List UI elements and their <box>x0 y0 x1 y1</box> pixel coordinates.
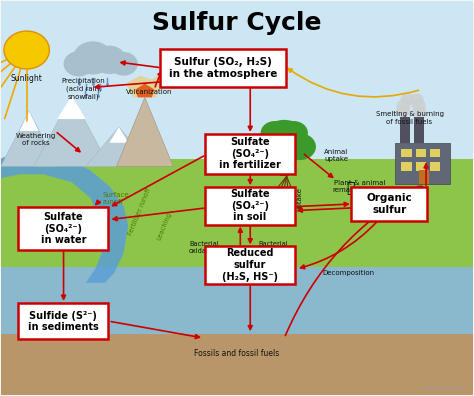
Bar <box>416 148 426 157</box>
Text: Sulfur Cycle: Sulfur Cycle <box>152 11 322 34</box>
Circle shape <box>64 51 94 76</box>
Circle shape <box>397 105 411 117</box>
Circle shape <box>284 133 316 160</box>
Bar <box>419 170 429 184</box>
FancyBboxPatch shape <box>205 134 295 173</box>
Text: Sunlight: Sunlight <box>11 74 43 83</box>
Circle shape <box>262 120 307 158</box>
Text: Fertilizer runoff: Fertilizer runoff <box>128 187 153 236</box>
Text: Bacterial
oxidation: Bacterial oxidation <box>188 241 219 254</box>
FancyBboxPatch shape <box>18 303 109 339</box>
Circle shape <box>280 121 308 145</box>
Bar <box>401 162 412 171</box>
Polygon shape <box>57 95 86 119</box>
Bar <box>400 117 410 143</box>
Circle shape <box>92 46 127 74</box>
Text: Plant & animal
remains/wastes: Plant & animal remains/wastes <box>332 180 387 193</box>
Bar <box>430 148 440 157</box>
Text: Leaching: Leaching <box>155 211 172 241</box>
Text: Decomposition: Decomposition <box>322 270 374 276</box>
Circle shape <box>253 133 285 160</box>
Bar <box>416 162 426 171</box>
Circle shape <box>402 93 417 105</box>
Circle shape <box>408 93 422 105</box>
Text: Precipitation
(acid rain,
snowfall): Precipitation (acid rain, snowfall) <box>62 78 105 100</box>
Circle shape <box>109 52 138 76</box>
Text: Smelting & burning
of fossil fuels: Smelting & burning of fossil fuels <box>375 111 444 125</box>
Bar <box>401 148 412 157</box>
Circle shape <box>73 41 113 74</box>
Polygon shape <box>126 72 164 97</box>
Bar <box>0 1 474 166</box>
Polygon shape <box>34 95 109 166</box>
Polygon shape <box>136 84 155 97</box>
Bar <box>395 143 450 184</box>
Text: Reduced
sulfur
(H₂S, HS⁻): Reduced sulfur (H₂S, HS⁻) <box>222 248 278 282</box>
Bar <box>414 117 424 143</box>
FancyBboxPatch shape <box>160 49 286 87</box>
Text: Sulfate
(SO₄²⁻)
in water: Sulfate (SO₄²⁻) in water <box>41 212 86 245</box>
Bar <box>0 267 474 338</box>
Circle shape <box>416 105 430 117</box>
Text: Volcanization: Volcanization <box>126 89 173 95</box>
Text: Sulfate
(SO₄²⁻)
in fertilizer: Sulfate (SO₄²⁻) in fertilizer <box>219 137 281 170</box>
Circle shape <box>4 31 49 69</box>
Circle shape <box>411 99 426 111</box>
Text: Bacterial
reduction: Bacterial reduction <box>258 241 290 254</box>
Circle shape <box>261 121 289 145</box>
Text: Fossils and fossil fuels: Fossils and fossil fuels <box>194 349 280 358</box>
Text: Weathering
of rocks: Weathering of rocks <box>16 133 56 146</box>
Text: Sulfate
(SO₄²⁻)
in soil: Sulfate (SO₄²⁻) in soil <box>230 189 270 223</box>
Circle shape <box>400 99 414 111</box>
Polygon shape <box>19 111 38 131</box>
Polygon shape <box>0 111 57 166</box>
Text: Sulfur (SO₂, H₂S)
in the atmosphere: Sulfur (SO₂, H₂S) in the atmosphere <box>169 57 277 78</box>
Text: Surface
runoff: Surface runoff <box>102 192 129 204</box>
Text: 🐄: 🐄 <box>346 181 355 195</box>
Text: ScienceFacts.net: ScienceFacts.net <box>423 386 464 390</box>
Bar <box>430 162 440 171</box>
FancyBboxPatch shape <box>18 207 109 251</box>
FancyBboxPatch shape <box>205 187 295 225</box>
Polygon shape <box>109 127 128 143</box>
FancyBboxPatch shape <box>351 187 428 221</box>
Text: Animal
uptake: Animal uptake <box>324 148 349 162</box>
Bar <box>281 150 288 176</box>
Polygon shape <box>86 127 152 166</box>
Text: Organic
sulfur: Organic sulfur <box>366 193 412 215</box>
FancyBboxPatch shape <box>205 246 295 284</box>
Polygon shape <box>0 150 128 283</box>
Text: Sulfide (S²⁻)
in sediments: Sulfide (S²⁻) in sediments <box>28 310 99 332</box>
Polygon shape <box>117 97 173 166</box>
Bar <box>0 334 474 395</box>
Text: Plant
uptake: Plant uptake <box>289 187 302 211</box>
Bar <box>0 158 474 285</box>
